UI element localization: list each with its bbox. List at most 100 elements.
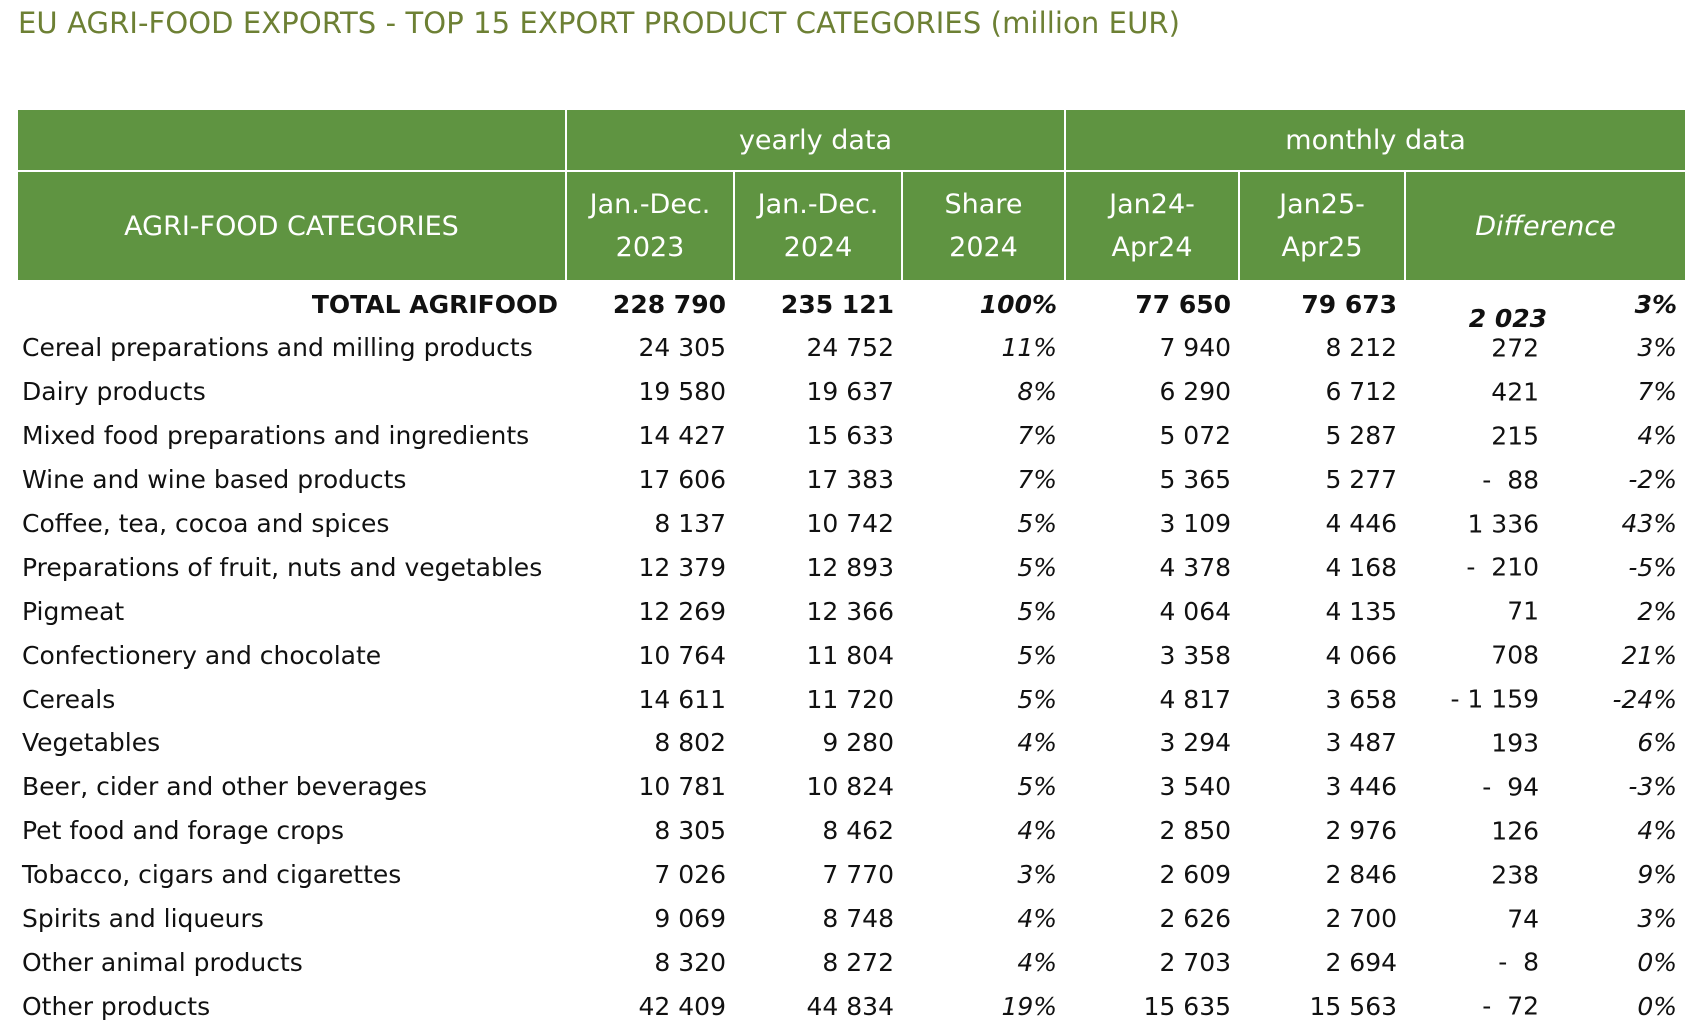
row-difference-value: 193: [1491, 728, 1540, 758]
table-row: Confectionery and chocolate 10 764 11 804 5…: [18, 633, 1685, 677]
row-jan25-apr25: 4 066: [1325, 640, 1398, 670]
header-jan-dec-2023-line2: 2023: [615, 232, 685, 263]
row-jan-dec-2024: 8 748: [822, 904, 894, 934]
row-jan-dec-2023: 7 026: [654, 860, 726, 890]
row-difference-pct: -5%: [1628, 552, 1678, 582]
row-jan24-apr24: 5 365: [1159, 465, 1232, 495]
row-difference-value: - 8: [1498, 947, 1540, 977]
row-share-2024: 7%: [1017, 421, 1058, 451]
row-difference-pct: 3%: [1637, 333, 1678, 363]
row-share-2024: 5%: [1017, 684, 1058, 714]
row-jan25-apr25: 2 846: [1325, 860, 1398, 890]
row-category: Beer, cider and other beverages: [22, 772, 428, 802]
total-difference: 2 023: [1405, 281, 1547, 333]
row-category: Dairy products: [22, 377, 206, 407]
total-2024: 235 121: [780, 289, 894, 319]
table-row: Pigmeat 12 269 12 366 5% 4 064 4 135 71 2%: [18, 589, 1685, 633]
row-jan25-apr25: 3 658: [1325, 684, 1398, 714]
total-2023: 228 790: [612, 289, 726, 319]
row-difference-value: 272: [1491, 333, 1540, 363]
table-row: Vegetables 8 802 9 280 4% 3 294 3 487 193 6%: [18, 721, 1685, 765]
row-share-2024: 8%: [1017, 377, 1058, 407]
row-jan-dec-2023: 14 611: [638, 684, 726, 714]
header-share-2024-line1: Share: [944, 189, 1023, 220]
row-difference: 238: [1405, 853, 1539, 897]
header-categories: AGRI-FOOD CATEGORIES: [18, 170, 567, 282]
row-jan-dec-2023: 8 320: [654, 947, 726, 977]
row-jan25-apr25: 3 446: [1325, 772, 1398, 802]
row-difference-value: - 94: [1482, 772, 1540, 802]
row-difference-pct: 6%: [1637, 728, 1678, 758]
header-jan-dec-2023-line1: Jan.-Dec.: [589, 189, 711, 220]
row-jan-dec-2024: 17 383: [806, 465, 894, 495]
row-share-2024: 5%: [1017, 552, 1058, 582]
row-difference: 74: [1405, 897, 1539, 941]
row-difference-pct: 0%: [1637, 947, 1678, 977]
row-difference-pct: -24%: [1612, 684, 1678, 714]
table-row: Dairy products 19 580 19 637 8% 6 290 6 712 42…: [18, 370, 1685, 414]
row-jan-dec-2023: 24 305: [638, 333, 726, 363]
row-share-2024: 7%: [1017, 465, 1058, 495]
table-row: Beer, cider and other beverages 10 781 10 …: [18, 765, 1685, 809]
row-category: Pigmeat: [22, 596, 125, 626]
row-difference-value: - 88: [1482, 465, 1540, 495]
row-jan-dec-2024: 10 824: [806, 772, 894, 802]
row-difference: 708: [1405, 633, 1539, 677]
total-jan25-apr25: 79 673: [1301, 289, 1398, 319]
row-jan-dec-2024: 8 462: [822, 816, 894, 846]
header-jan25-apr25-line2: Apr25: [1281, 232, 1363, 263]
row-difference: 126: [1405, 809, 1539, 853]
page-title: EU AGRI-FOOD EXPORTS - TOP 15 EXPORT PRO…: [18, 6, 1181, 40]
row-category: Other animal products: [22, 947, 303, 977]
row-jan-dec-2023: 12 379: [638, 552, 726, 582]
row-difference-value: 71: [1507, 596, 1540, 626]
header-jan-dec-2024-line1: Jan.-Dec.: [757, 189, 879, 220]
row-jan-dec-2024: 24 752: [806, 333, 894, 363]
table-row: Wine and wine based products 17 606 17 383…: [18, 458, 1685, 502]
row-share-2024: 5%: [1017, 772, 1058, 802]
row-jan25-apr25: 5 287: [1325, 421, 1398, 451]
row-jan-dec-2024: 9 280: [822, 728, 894, 758]
row-jan24-apr24: 15 635: [1143, 991, 1232, 1021]
row-jan24-apr24: 3 358: [1159, 640, 1232, 670]
header-monthly-data: monthly data: [1064, 108, 1686, 172]
row-jan24-apr24: 2 626: [1159, 904, 1232, 934]
row-difference: - 1 159: [1405, 677, 1539, 721]
header-share-2024-line2: 2024: [949, 232, 1018, 263]
table-body: TOTAL AGRIFOOD 228 790 235 121 100% 77 6…: [18, 281, 1685, 1028]
row-difference-pct: 21%: [1621, 640, 1678, 670]
row-jan-dec-2023: 19 580: [638, 377, 726, 407]
row-share-2024: 19%: [1001, 991, 1058, 1021]
header-column-row: AGRI-FOOD CATEGORIES Jan.-Dec. 2023 Jan.…: [18, 170, 1686, 282]
row-difference-value: - 210: [1466, 552, 1540, 582]
row-difference-pct: 4%: [1637, 421, 1678, 451]
header-jan-dec-2023: Jan.-Dec. 2023: [565, 170, 735, 282]
row-jan-dec-2024: 11 804: [806, 640, 894, 670]
table-row: Mixed food preparations and ingredients 1…: [18, 414, 1685, 458]
row-difference-value: 1 336: [1467, 509, 1540, 538]
row-category: Vegetables: [22, 728, 161, 758]
row-difference: - 210: [1405, 545, 1539, 589]
row-jan24-apr24: 7 940: [1159, 333, 1232, 363]
table-row: Coffee, tea, cocoa and spices 8 137 10 742…: [18, 502, 1685, 546]
row-category: Pet food and forage crops: [22, 816, 345, 846]
header-jan25-apr25: Jan25- Apr25: [1238, 170, 1407, 282]
row-jan25-apr25: 4 135: [1325, 596, 1398, 626]
row-category: Wine and wine based products: [22, 465, 407, 495]
header-jan-dec-2024: Jan.-Dec. 2024: [733, 170, 903, 282]
row-jan24-apr24: 2 609: [1159, 860, 1232, 890]
row-jan-dec-2024: 12 366: [806, 596, 894, 626]
row-difference: 193: [1405, 721, 1539, 765]
row-jan25-apr25: 2 976: [1325, 816, 1398, 846]
row-jan-dec-2024: 8 272: [822, 947, 894, 977]
total-category: TOTAL AGRIFOOD: [311, 289, 558, 319]
row-jan24-apr24: 4 064: [1159, 596, 1232, 626]
total-difference-value: 2 023: [1468, 304, 1548, 333]
row-category: Cereal preparations and milling products: [22, 333, 533, 363]
row-jan-dec-2024: 10 742: [806, 509, 894, 538]
row-difference-value: 74: [1507, 904, 1540, 934]
row-difference-pct: 7%: [1637, 377, 1678, 407]
row-jan24-apr24: 2 850: [1159, 816, 1232, 846]
row-jan24-apr24: 3 294: [1159, 728, 1232, 758]
row-difference-value: 421: [1491, 377, 1540, 407]
